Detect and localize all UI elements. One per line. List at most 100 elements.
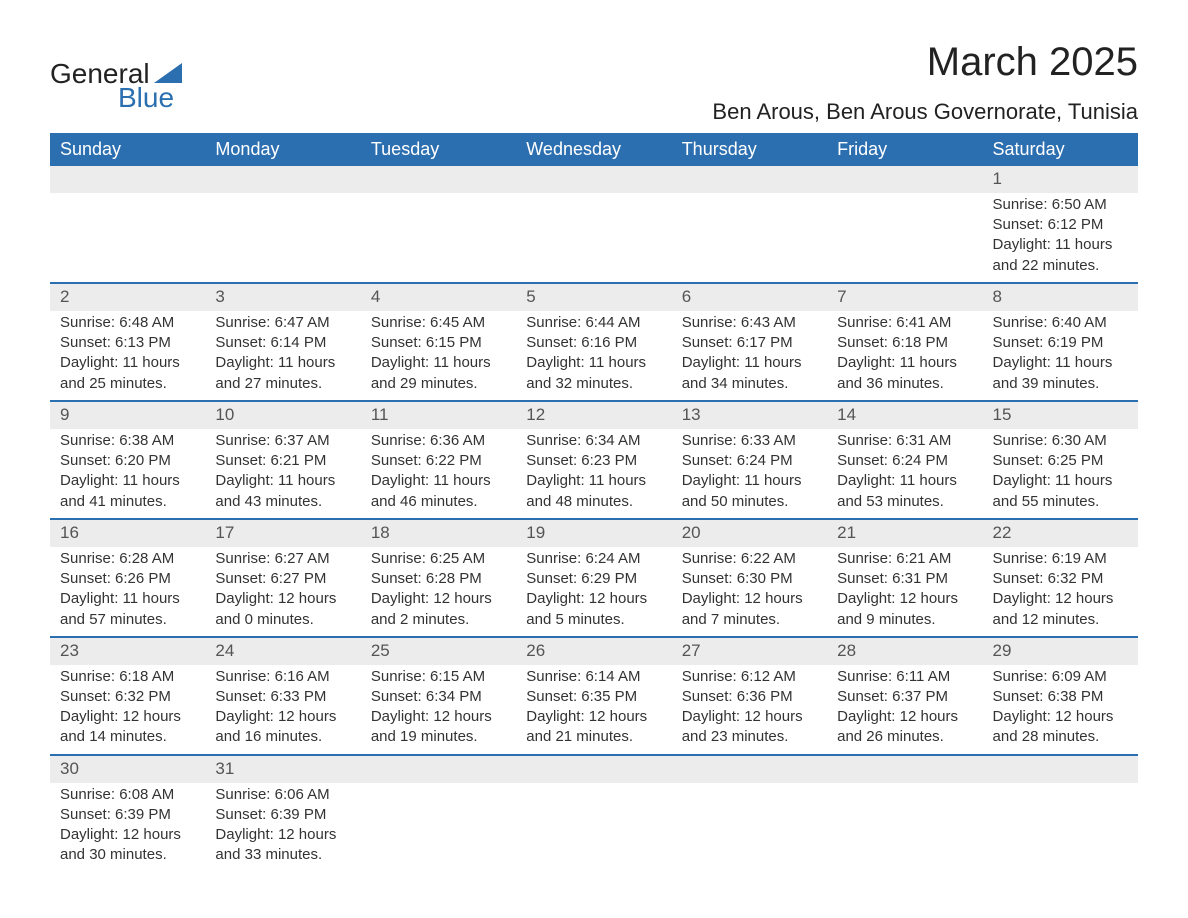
daylight-text: Daylight: 11 hours and 32 minutes. [526,353,661,394]
weekday-header: Friday [827,133,982,166]
daylight-text: Daylight: 12 hours and 12 minutes. [993,589,1128,630]
month-title: March 2025 [712,40,1138,85]
daylight-text: Daylight: 12 hours and 23 minutes. [682,707,817,748]
day-detail-cell: Sunrise: 6:41 AMSunset: 6:18 PMDaylight:… [827,311,982,401]
day-detail-row: Sunrise: 6:50 AMSunset: 6:12 PMDaylight:… [50,193,1138,283]
daylight-text: Daylight: 12 hours and 5 minutes. [526,589,661,630]
day-number-cell [672,755,827,783]
day-number-row: 3031 [50,755,1138,783]
daylight-text: Daylight: 11 hours and 29 minutes. [371,353,506,394]
day-detail-cell: Sunrise: 6:25 AMSunset: 6:28 PMDaylight:… [361,547,516,637]
day-detail-cell [672,193,827,283]
day-detail-cell: Sunrise: 6:24 AMSunset: 6:29 PMDaylight:… [516,547,671,637]
sunset-text: Sunset: 6:39 PM [60,805,195,825]
day-number-row: 23242526272829 [50,637,1138,665]
location-subtitle: Ben Arous, Ben Arous Governorate, Tunisi… [712,99,1138,125]
day-detail-cell: Sunrise: 6:28 AMSunset: 6:26 PMDaylight:… [50,547,205,637]
sunset-text: Sunset: 6:37 PM [837,687,972,707]
sunset-text: Sunset: 6:30 PM [682,569,817,589]
day-detail-cell [50,193,205,283]
day-number-cell [827,166,982,193]
day-number-cell [361,755,516,783]
sunset-text: Sunset: 6:27 PM [215,569,350,589]
day-number-cell: 20 [672,519,827,547]
day-number-cell: 22 [983,519,1138,547]
sunset-text: Sunset: 6:32 PM [993,569,1128,589]
sunset-text: Sunset: 6:35 PM [526,687,661,707]
day-detail-row: Sunrise: 6:18 AMSunset: 6:32 PMDaylight:… [50,665,1138,755]
day-detail-cell: Sunrise: 6:36 AMSunset: 6:22 PMDaylight:… [361,429,516,519]
day-detail-row: Sunrise: 6:28 AMSunset: 6:26 PMDaylight:… [50,547,1138,637]
day-number-cell: 12 [516,401,671,429]
daylight-text: Daylight: 11 hours and 46 minutes. [371,471,506,512]
day-detail-cell: Sunrise: 6:45 AMSunset: 6:15 PMDaylight:… [361,311,516,401]
logo: General Blue [50,60,182,112]
day-number-cell: 21 [827,519,982,547]
sunset-text: Sunset: 6:23 PM [526,451,661,471]
day-number-row: 9101112131415 [50,401,1138,429]
daylight-text: Daylight: 12 hours and 9 minutes. [837,589,972,630]
sunrise-text: Sunrise: 6:45 AM [371,313,506,333]
daylight-text: Daylight: 11 hours and 41 minutes. [60,471,195,512]
sunrise-text: Sunrise: 6:22 AM [682,549,817,569]
sunrise-text: Sunrise: 6:36 AM [371,431,506,451]
daylight-text: Daylight: 12 hours and 28 minutes. [993,707,1128,748]
daylight-text: Daylight: 12 hours and 30 minutes. [60,825,195,866]
daylight-text: Daylight: 11 hours and 25 minutes. [60,353,195,394]
daylight-text: Daylight: 12 hours and 26 minutes. [837,707,972,748]
daylight-text: Daylight: 11 hours and 22 minutes. [993,235,1128,276]
weekday-header: Thursday [672,133,827,166]
header: General Blue March 2025 Ben Arous, Ben A… [50,40,1138,125]
daylight-text: Daylight: 11 hours and 39 minutes. [993,353,1128,394]
day-number-cell: 26 [516,637,671,665]
sunset-text: Sunset: 6:13 PM [60,333,195,353]
sunrise-text: Sunrise: 6:31 AM [837,431,972,451]
day-detail-cell [361,783,516,872]
sunset-text: Sunset: 6:28 PM [371,569,506,589]
daylight-text: Daylight: 12 hours and 19 minutes. [371,707,506,748]
sunset-text: Sunset: 6:26 PM [60,569,195,589]
sunrise-text: Sunrise: 6:09 AM [993,667,1128,687]
sunrise-text: Sunrise: 6:14 AM [526,667,661,687]
day-detail-cell: Sunrise: 6:48 AMSunset: 6:13 PMDaylight:… [50,311,205,401]
day-detail-cell: Sunrise: 6:19 AMSunset: 6:32 PMDaylight:… [983,547,1138,637]
day-number-cell: 16 [50,519,205,547]
daylight-text: Daylight: 11 hours and 55 minutes. [993,471,1128,512]
day-number-cell: 31 [205,755,360,783]
day-number-cell [672,166,827,193]
sunrise-text: Sunrise: 6:15 AM [371,667,506,687]
sunset-text: Sunset: 6:34 PM [371,687,506,707]
sunset-text: Sunset: 6:38 PM [993,687,1128,707]
day-detail-cell: Sunrise: 6:38 AMSunset: 6:20 PMDaylight:… [50,429,205,519]
sunset-text: Sunset: 6:24 PM [682,451,817,471]
sunrise-text: Sunrise: 6:44 AM [526,313,661,333]
sunset-text: Sunset: 6:24 PM [837,451,972,471]
day-detail-cell: Sunrise: 6:06 AMSunset: 6:39 PMDaylight:… [205,783,360,872]
daylight-text: Daylight: 12 hours and 33 minutes. [215,825,350,866]
day-number-cell: 9 [50,401,205,429]
day-detail-row: Sunrise: 6:48 AMSunset: 6:13 PMDaylight:… [50,311,1138,401]
day-number-cell: 4 [361,283,516,311]
weekday-header: Wednesday [516,133,671,166]
logo-word2: Blue [118,84,182,112]
day-number-cell [50,166,205,193]
day-number-row: 1 [50,166,1138,193]
sunrise-text: Sunrise: 6:41 AM [837,313,972,333]
sunset-text: Sunset: 6:33 PM [215,687,350,707]
day-detail-cell: Sunrise: 6:08 AMSunset: 6:39 PMDaylight:… [50,783,205,872]
daylight-text: Daylight: 11 hours and 43 minutes. [215,471,350,512]
day-detail-cell [516,783,671,872]
day-number-cell [361,166,516,193]
daylight-text: Daylight: 12 hours and 16 minutes. [215,707,350,748]
day-detail-cell: Sunrise: 6:30 AMSunset: 6:25 PMDaylight:… [983,429,1138,519]
sunrise-text: Sunrise: 6:19 AM [993,549,1128,569]
sunrise-text: Sunrise: 6:27 AM [215,549,350,569]
sunset-text: Sunset: 6:29 PM [526,569,661,589]
day-number-cell: 27 [672,637,827,665]
day-number-cell: 29 [983,637,1138,665]
day-number-cell: 14 [827,401,982,429]
calendar-table: SundayMondayTuesdayWednesdayThursdayFrid… [50,133,1138,872]
weekday-header: Saturday [983,133,1138,166]
daylight-text: Daylight: 11 hours and 36 minutes. [837,353,972,394]
day-detail-cell: Sunrise: 6:12 AMSunset: 6:36 PMDaylight:… [672,665,827,755]
